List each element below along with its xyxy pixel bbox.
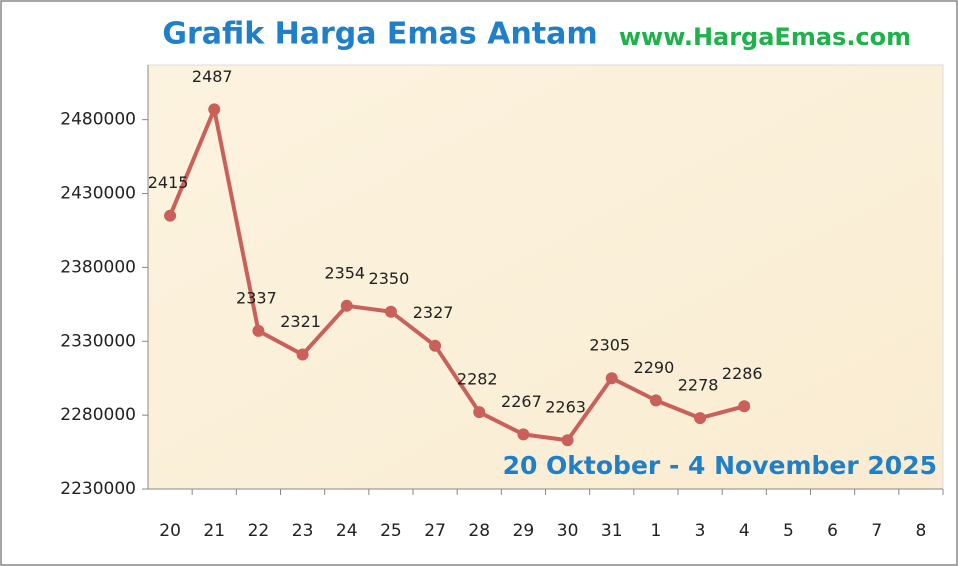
data-label: 2305 (589, 336, 630, 355)
x-tick-label: 24 (336, 521, 358, 541)
data-label: 2321 (280, 312, 321, 331)
x-tick-label: 28 (468, 521, 490, 541)
point (384, 305, 397, 318)
data-label: 2278 (678, 376, 719, 395)
x-tick-label: 22 (248, 521, 270, 541)
y-tick-label: 2380000 (60, 257, 136, 277)
point (649, 394, 662, 407)
x-tick-label: 20 (159, 521, 181, 541)
data-label: 2354 (324, 263, 365, 282)
point (517, 428, 530, 441)
x-tick-label: 21 (203, 521, 225, 541)
point (738, 400, 751, 413)
x-tick-label: 4 (739, 521, 750, 541)
point (296, 348, 309, 361)
annotation: 20 Oktober - 4 November 2025 (503, 451, 937, 480)
x-tick-label: 30 (557, 521, 579, 541)
x-tick-label: 8 (916, 521, 927, 541)
series-line (168, 107, 745, 443)
y-tick-label: 2230000 (60, 479, 136, 499)
data-label: 2487 (192, 67, 233, 86)
x-tick-label: 5 (783, 521, 794, 541)
chart-title: Grafik Harga Emas Antam (162, 17, 597, 52)
x-tick-label: 7 (871, 521, 882, 541)
y-tick-label: 2480000 (60, 110, 136, 130)
data-label: 2263 (545, 398, 586, 417)
point (473, 406, 486, 419)
data-label: 2282 (457, 370, 498, 389)
data-label: 2350 (369, 269, 410, 288)
y-tick-label: 2330000 (60, 331, 136, 351)
point (208, 103, 221, 116)
point (605, 372, 618, 385)
y-tick-label: 2430000 (60, 184, 136, 204)
point (429, 339, 442, 352)
point (340, 299, 353, 312)
data-label: 2267 (501, 392, 542, 411)
plot-area (147, 64, 944, 490)
x-tick-label: 23 (292, 521, 314, 541)
x-tick-label: 29 (513, 521, 535, 541)
data-label: 2286 (722, 364, 763, 383)
x-tick-label: 6 (827, 521, 838, 541)
x-tick-label: 3 (695, 521, 706, 541)
data-label: 2290 (634, 358, 675, 377)
x-tick-label: 25 (380, 521, 402, 541)
point (252, 324, 265, 337)
x-tick-label: 1 (651, 521, 662, 541)
data-label: 2337 (236, 288, 277, 307)
x-tick-label: 27 (424, 521, 446, 541)
chart-subtitle: www.HargaEmas.com (619, 23, 911, 51)
x-tick-label: 31 (601, 521, 623, 541)
point (164, 209, 177, 222)
data-label: 2327 (413, 303, 454, 322)
y-tick-label: 2280000 (60, 405, 136, 425)
data-label: 2415 (148, 173, 189, 192)
point (694, 412, 707, 425)
point (561, 434, 574, 447)
